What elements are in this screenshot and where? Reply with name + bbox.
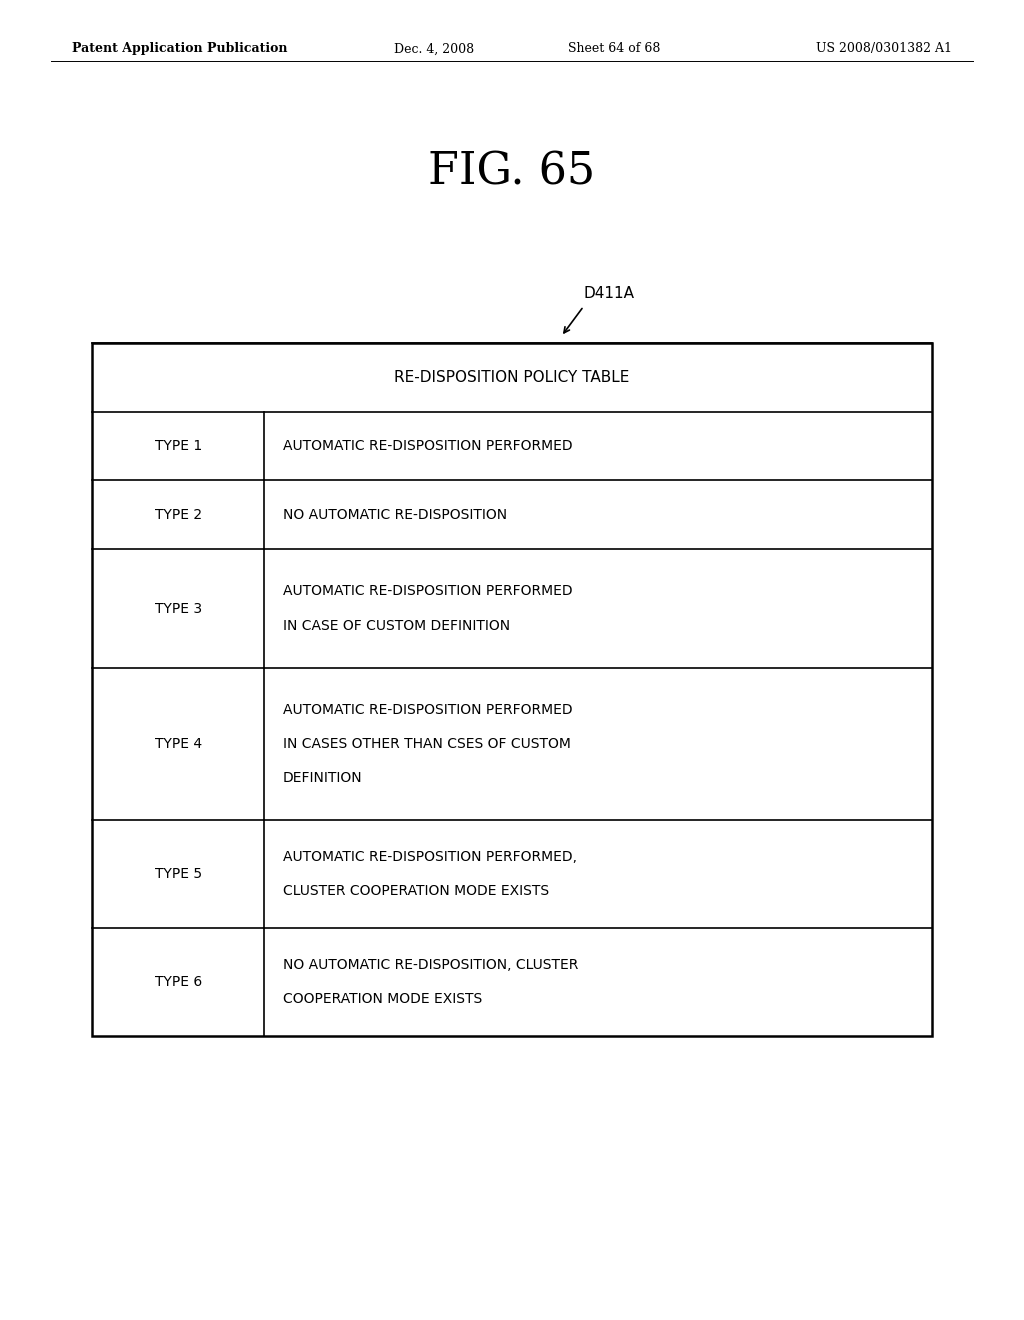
Text: TYPE 4: TYPE 4 xyxy=(155,737,202,751)
Text: NO AUTOMATIC RE-DISPOSITION: NO AUTOMATIC RE-DISPOSITION xyxy=(283,508,507,521)
Text: TYPE 6: TYPE 6 xyxy=(155,975,202,989)
Text: TYPE 1: TYPE 1 xyxy=(155,440,202,453)
Text: NO AUTOMATIC RE-DISPOSITION, CLUSTER: NO AUTOMATIC RE-DISPOSITION, CLUSTER xyxy=(283,958,579,972)
Text: TYPE 3: TYPE 3 xyxy=(155,602,202,615)
Text: Patent Application Publication: Patent Application Publication xyxy=(72,42,287,55)
Text: Sheet 64 of 68: Sheet 64 of 68 xyxy=(568,42,660,55)
Text: IN CASES OTHER THAN CSES OF CUSTOM: IN CASES OTHER THAN CSES OF CUSTOM xyxy=(283,737,570,751)
Text: TYPE 5: TYPE 5 xyxy=(155,867,202,880)
Text: COOPERATION MODE EXISTS: COOPERATION MODE EXISTS xyxy=(283,993,482,1006)
Text: AUTOMATIC RE-DISPOSITION PERFORMED: AUTOMATIC RE-DISPOSITION PERFORMED xyxy=(283,585,572,598)
Text: US 2008/0301382 A1: US 2008/0301382 A1 xyxy=(816,42,952,55)
Text: AUTOMATIC RE-DISPOSITION PERFORMED: AUTOMATIC RE-DISPOSITION PERFORMED xyxy=(283,440,572,453)
Text: CLUSTER COOPERATION MODE EXISTS: CLUSTER COOPERATION MODE EXISTS xyxy=(283,884,549,898)
Text: RE-DISPOSITION POLICY TABLE: RE-DISPOSITION POLICY TABLE xyxy=(394,370,630,385)
Text: IN CASE OF CUSTOM DEFINITION: IN CASE OF CUSTOM DEFINITION xyxy=(283,619,510,632)
Text: D411A: D411A xyxy=(584,285,635,301)
Text: AUTOMATIC RE-DISPOSITION PERFORMED: AUTOMATIC RE-DISPOSITION PERFORMED xyxy=(283,702,572,717)
Text: FIG. 65: FIG. 65 xyxy=(428,150,596,193)
Text: AUTOMATIC RE-DISPOSITION PERFORMED,: AUTOMATIC RE-DISPOSITION PERFORMED, xyxy=(283,850,577,863)
Text: Dec. 4, 2008: Dec. 4, 2008 xyxy=(394,42,474,55)
Text: TYPE 2: TYPE 2 xyxy=(155,508,202,521)
Bar xyxy=(92,343,932,1036)
Text: DEFINITION: DEFINITION xyxy=(283,771,362,785)
